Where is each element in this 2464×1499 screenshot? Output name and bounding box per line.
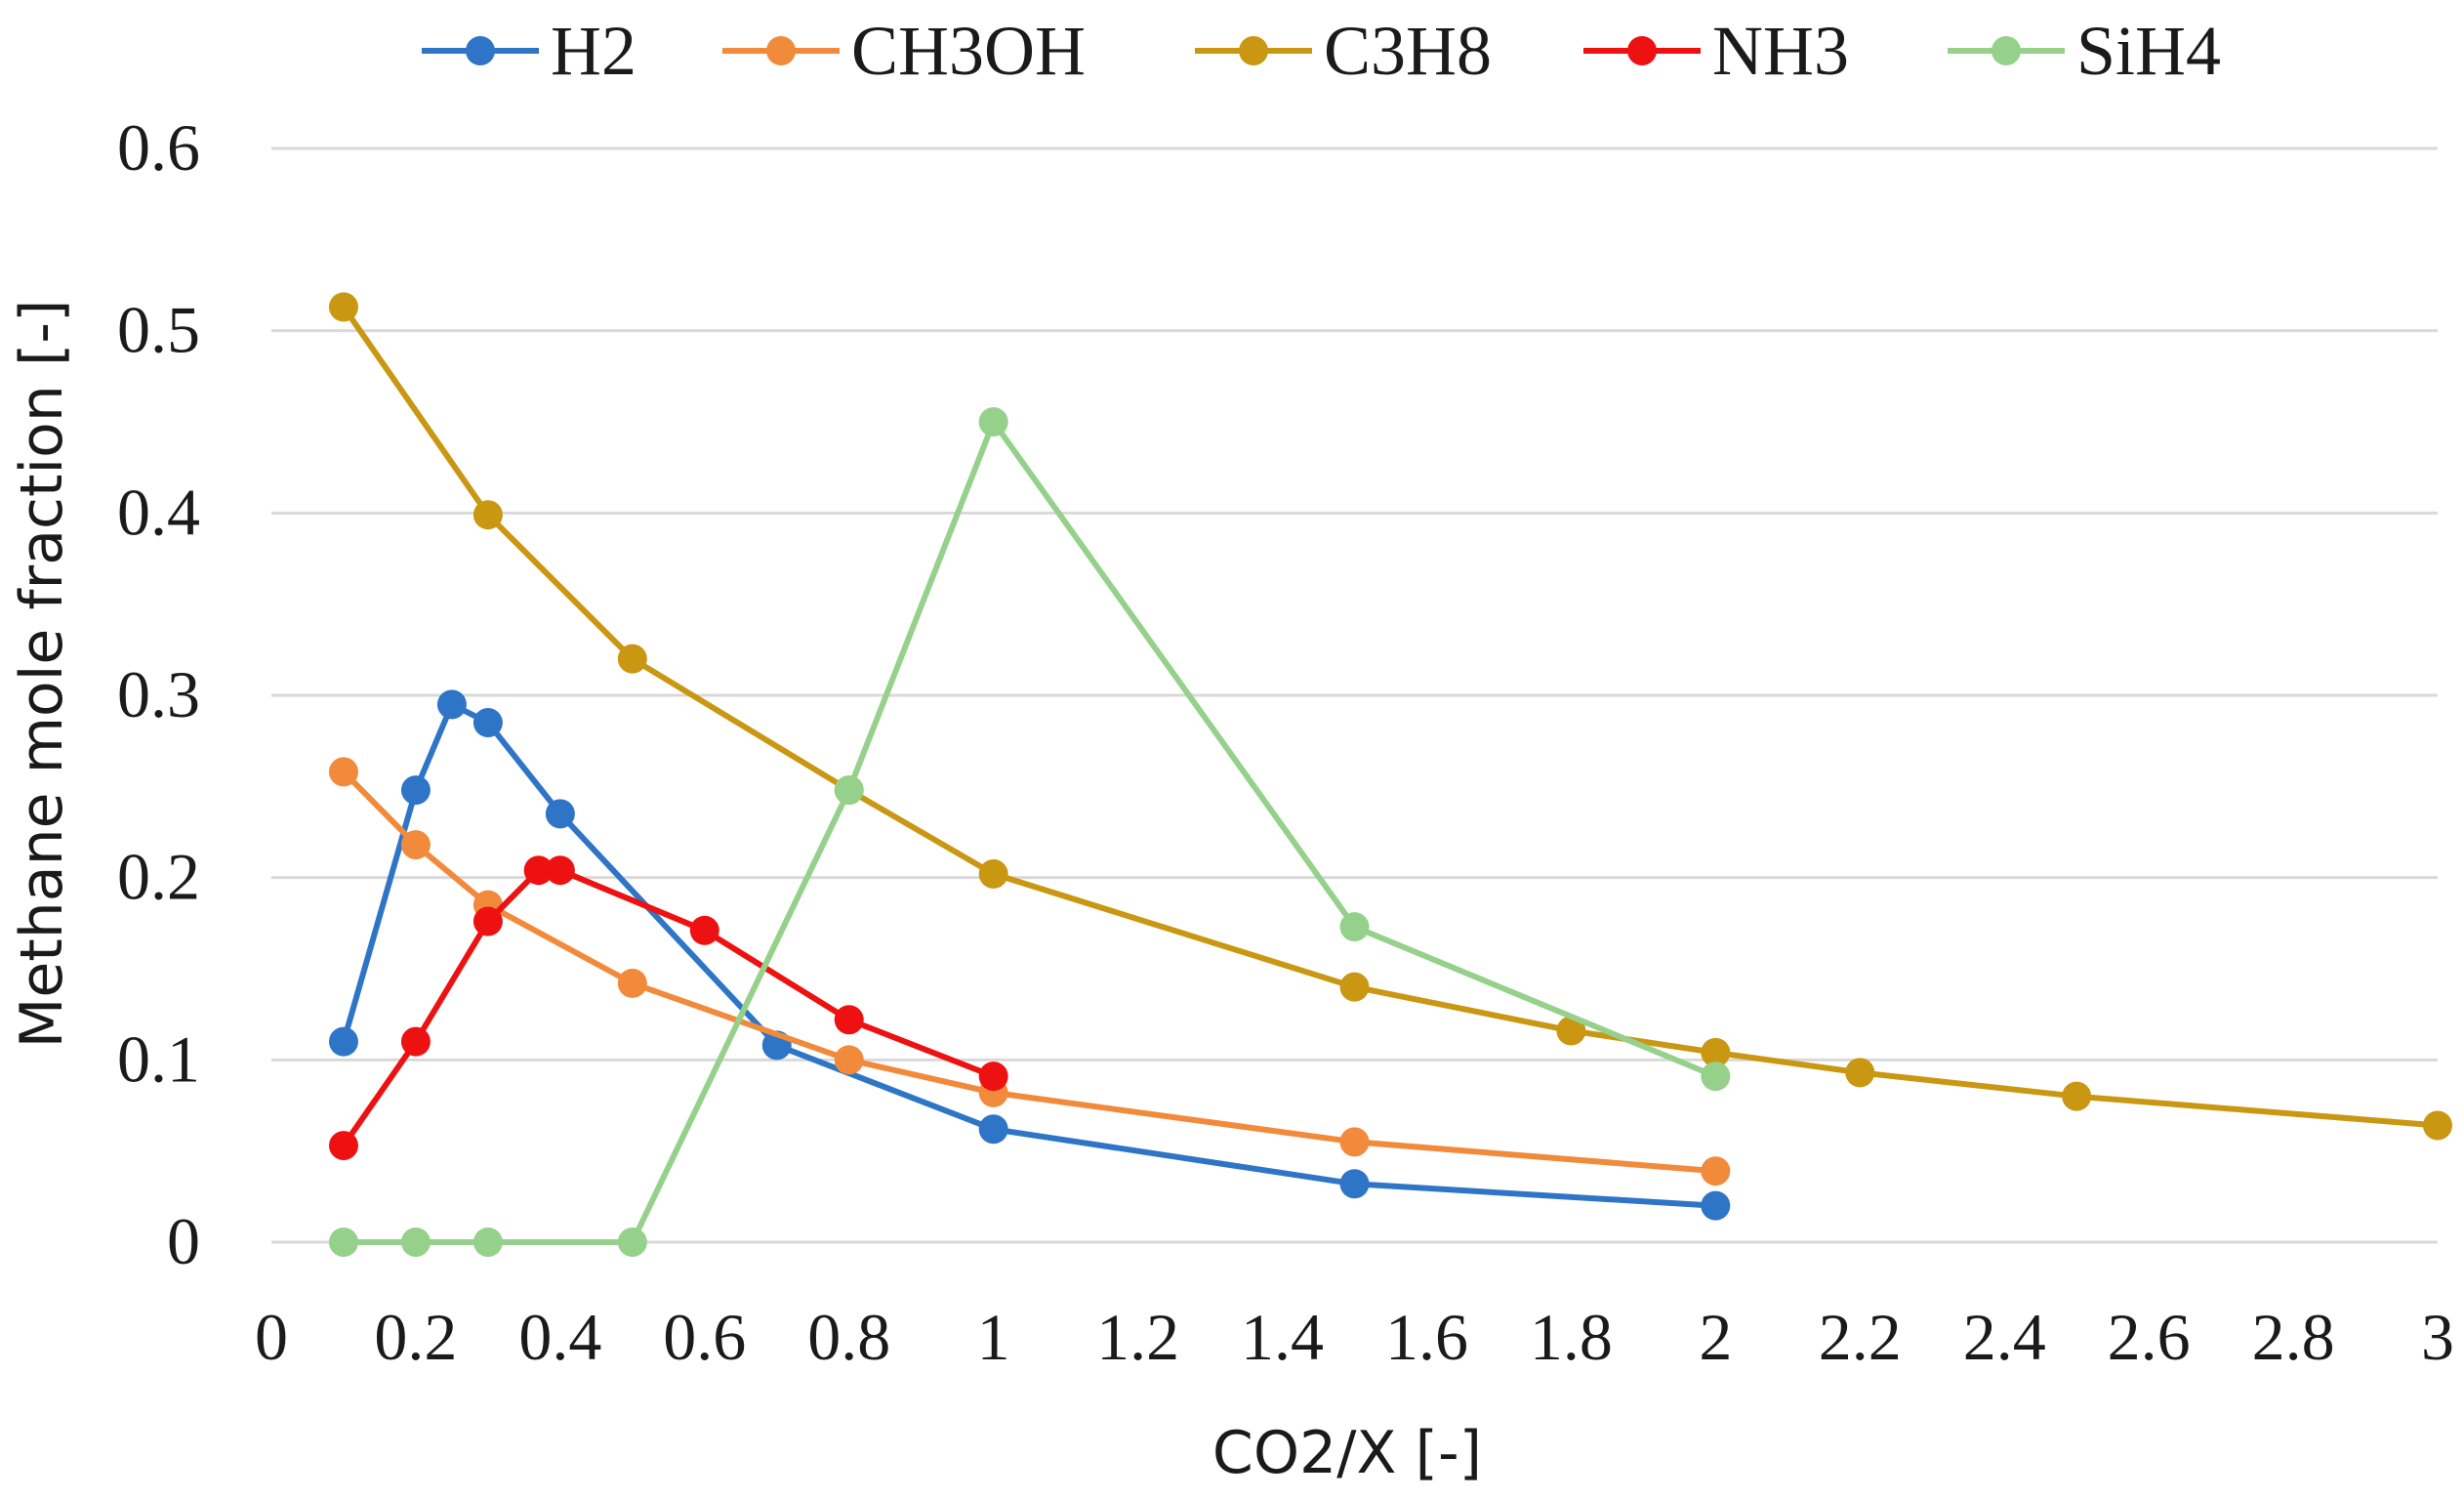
data-point-sih4 bbox=[328, 1228, 358, 1257]
data-point-h2 bbox=[978, 1114, 1008, 1145]
data-point-h2 bbox=[472, 708, 503, 737]
y-axis-ticks: 0 0.1 0.2 0.3 0.4 0.5 0.6 bbox=[117, 110, 200, 1278]
x-tick-label: 0.2 bbox=[374, 1300, 457, 1374]
series-h2 bbox=[328, 689, 1731, 1221]
x-tick-label: 3 bbox=[2421, 1300, 2454, 1374]
data-point-nh3 bbox=[472, 906, 503, 937]
data-point-c3h8 bbox=[328, 292, 358, 322]
data-point-sih4 bbox=[1701, 1062, 1731, 1092]
x-tick-label: 0.6 bbox=[663, 1300, 746, 1374]
x-tick-label: 0 bbox=[255, 1300, 288, 1374]
x-tick-label: 2.4 bbox=[1963, 1300, 2046, 1374]
data-point-ch3oh bbox=[617, 968, 647, 998]
data-point-c3h8 bbox=[472, 500, 503, 530]
data-point-c3h8 bbox=[1701, 1037, 1731, 1067]
data-point-ch3oh bbox=[834, 1045, 864, 1075]
x-tick-label: 1.4 bbox=[1241, 1300, 1324, 1374]
legend-marker-c3h8 bbox=[1239, 36, 1268, 65]
data-point-h2 bbox=[1701, 1190, 1731, 1221]
legend-label-ch3oh: CH3OH bbox=[851, 12, 1086, 90]
y-tick-label: 0.6 bbox=[117, 110, 200, 185]
y-tick-label: 0.4 bbox=[117, 475, 200, 549]
legend-marker-nh3 bbox=[1627, 36, 1657, 65]
x-tick-label: 2 bbox=[1699, 1300, 1732, 1374]
gridlines bbox=[271, 146, 2438, 1244]
series-sih4 bbox=[328, 407, 1731, 1257]
x-tick-label: 1 bbox=[977, 1300, 1010, 1374]
y-axis-title: Methane mole fraction [-] bbox=[8, 300, 76, 1049]
series-line-nh3 bbox=[341, 867, 997, 1149]
data-point-nh3 bbox=[400, 1026, 431, 1057]
series-line-sih4 bbox=[341, 419, 1719, 1245]
legend-item-c3h8: C3H8 bbox=[1195, 12, 1492, 90]
legend-item-sih4: SiH4 bbox=[1948, 12, 2221, 90]
y-tick-label: 0.3 bbox=[117, 657, 200, 731]
legend-marker-h2 bbox=[466, 36, 495, 65]
legend-item-ch3oh: CH3OH bbox=[722, 12, 1086, 90]
data-point-sih4 bbox=[472, 1228, 503, 1257]
y-tick-label: 0.2 bbox=[117, 840, 200, 914]
data-point-c3h8 bbox=[1556, 1016, 1586, 1046]
y-tick-label: 0.5 bbox=[117, 293, 200, 367]
series-line-h2 bbox=[341, 701, 1719, 1209]
x-tick-label: 1.6 bbox=[1385, 1300, 1468, 1374]
x-tick-label: 1.2 bbox=[1096, 1300, 1179, 1374]
x-axis-title: CO2/X [-] bbox=[1212, 1419, 1482, 1487]
data-point-h2 bbox=[436, 689, 467, 720]
data-point-ch3oh bbox=[400, 830, 431, 860]
series-line-ch3oh bbox=[341, 769, 1719, 1175]
y-tick-label: 0.1 bbox=[117, 1021, 200, 1096]
data-point-h2 bbox=[1339, 1169, 1370, 1199]
data-point-sih4 bbox=[834, 775, 864, 806]
data-point-h2 bbox=[400, 775, 431, 806]
data-point-nh3 bbox=[689, 915, 719, 945]
series-layer bbox=[328, 292, 2452, 1257]
legend-label-c3h8: C3H8 bbox=[1324, 12, 1492, 90]
data-point-sih4 bbox=[978, 407, 1008, 437]
data-point-nh3 bbox=[545, 855, 575, 886]
legend: H2 CH3OH C3H8 NH3 SiH4 bbox=[422, 12, 2221, 90]
data-point-nh3 bbox=[328, 1131, 358, 1161]
legend-item-nh3: NH3 bbox=[1583, 12, 1849, 90]
x-tick-label: 1.8 bbox=[1530, 1300, 1613, 1374]
series-c3h8 bbox=[328, 292, 2452, 1141]
legend-marker-sih4 bbox=[1992, 36, 2021, 65]
data-point-nh3 bbox=[834, 1005, 864, 1035]
data-point-sih4 bbox=[400, 1228, 431, 1257]
data-point-sih4 bbox=[1339, 912, 1370, 942]
data-point-ch3oh bbox=[328, 757, 358, 787]
data-point-nh3 bbox=[978, 1062, 1008, 1092]
data-point-c3h8 bbox=[2062, 1081, 2092, 1111]
y-tick-label: 0 bbox=[167, 1204, 200, 1278]
series-nh3 bbox=[328, 855, 1008, 1161]
data-point-h2 bbox=[328, 1026, 358, 1057]
x-tick-label: 0.8 bbox=[807, 1300, 890, 1374]
x-tick-label: 2.6 bbox=[2108, 1300, 2191, 1374]
data-point-c3h8 bbox=[2423, 1110, 2452, 1141]
data-point-c3h8 bbox=[1845, 1058, 1875, 1088]
x-tick-label: 2.8 bbox=[2252, 1300, 2335, 1374]
legend-item-h2: H2 bbox=[422, 12, 637, 90]
legend-marker-ch3oh bbox=[766, 36, 796, 65]
legend-label-sih4: SiH4 bbox=[2076, 12, 2221, 90]
x-axis-ticks: 0 0.2 0.4 0.6 0.8 1 1.2 1.4 1.6 1.8 2 2.2 2.4 2.6 2.8 3 bbox=[255, 1300, 2454, 1374]
legend-label-h2: H2 bbox=[551, 12, 637, 90]
data-point-h2 bbox=[545, 799, 575, 829]
x-tick-label: 0.4 bbox=[518, 1300, 601, 1374]
series-line-c3h8 bbox=[341, 304, 2441, 1129]
data-point-c3h8 bbox=[978, 858, 1008, 889]
legend-label-nh3: NH3 bbox=[1712, 12, 1849, 90]
data-point-ch3oh bbox=[1701, 1156, 1731, 1187]
data-point-ch3oh bbox=[1339, 1127, 1370, 1157]
data-point-c3h8 bbox=[617, 644, 647, 674]
series-ch3oh bbox=[328, 757, 1731, 1187]
data-point-nh3 bbox=[523, 855, 554, 886]
data-point-sih4 bbox=[617, 1228, 647, 1257]
data-point-c3h8 bbox=[1339, 972, 1370, 1002]
x-tick-label: 2.2 bbox=[1819, 1300, 1902, 1374]
